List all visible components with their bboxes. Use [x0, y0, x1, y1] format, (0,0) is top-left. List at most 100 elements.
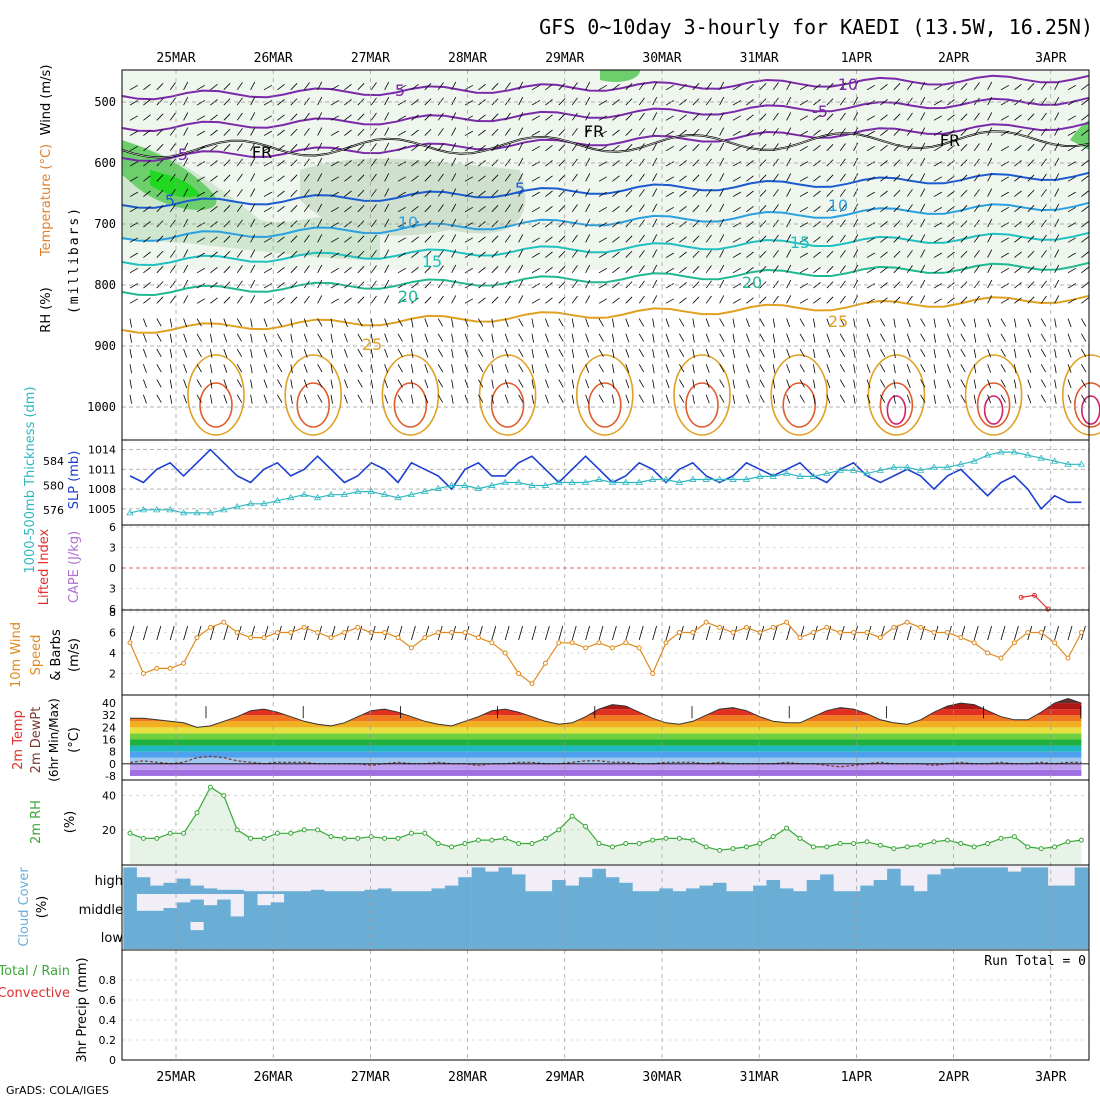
wind-barb [638, 112, 645, 121]
wind-barb [853, 249, 859, 258]
temp-band [130, 757, 1082, 764]
wind-speed-point [676, 630, 682, 635]
li-panel-frame [121, 524, 1090, 611]
wind-barb [705, 348, 710, 358]
wind-barb [317, 264, 323, 273]
wind-barb [973, 128, 980, 136]
wind-barb [129, 130, 138, 136]
wind-barb [277, 333, 283, 342]
cloud-bar-high [619, 882, 633, 894]
x-tick-bottom: 26MAR [254, 1070, 293, 1085]
rh-area [130, 787, 1082, 864]
wind-barb [317, 394, 323, 403]
cloud-bar-low [913, 922, 928, 949]
wind-speed-point [368, 630, 374, 635]
wind-barb [598, 206, 607, 213]
wind-barb [411, 83, 419, 91]
temp-band [130, 745, 1082, 752]
cloud-bar-low [833, 922, 848, 949]
wind-barb [973, 143, 980, 152]
wind-barb [893, 189, 901, 197]
wind-barb [839, 318, 846, 327]
wind-barb [303, 97, 310, 106]
wind-barb [504, 219, 511, 228]
wind-barb [183, 157, 189, 167]
cloud-bar-high [364, 889, 379, 894]
wind-barb [143, 205, 151, 213]
wind-barb [263, 100, 273, 106]
wind-barb [960, 364, 966, 373]
wind-barb [786, 379, 791, 389]
temp-line [130, 697, 1082, 728]
wind-barb [826, 250, 834, 258]
wind-barb [893, 364, 896, 374]
wind-barb [772, 189, 779, 197]
warm-loop-inner [782, 382, 817, 428]
wind-barb [504, 265, 511, 274]
wind-barb [1054, 348, 1057, 358]
wind-barb [397, 348, 403, 358]
wind-barb [330, 237, 339, 243]
wind-barb [411, 236, 419, 243]
wind-barb [558, 159, 566, 167]
wind-barb [1054, 188, 1060, 197]
wind-barb [250, 127, 256, 136]
rh-point [462, 841, 468, 846]
wind-barb [210, 266, 218, 274]
wind-barb [638, 128, 645, 136]
wind-barb [531, 176, 540, 182]
wind-barb [478, 318, 484, 327]
wind-speed-point [154, 665, 160, 671]
wind-barb [571, 364, 575, 374]
wind-tick-label: 4 [109, 647, 116, 660]
wind-barb [799, 222, 808, 228]
wind-units-label: (m/s) [67, 638, 82, 672]
wind-speed-point [918, 624, 924, 630]
wind-barb [1027, 364, 1032, 373]
rh-point [529, 841, 535, 846]
wind-barb [1067, 379, 1072, 389]
wind-barb [1054, 333, 1057, 343]
wind-barb [652, 249, 658, 258]
wind-barb [397, 267, 406, 274]
wind-barb [1000, 84, 1009, 91]
wind-barb [719, 279, 725, 289]
wind-barb [183, 279, 189, 289]
wind-barb [933, 318, 936, 328]
wind-barb [719, 295, 725, 304]
wind-barb [518, 157, 524, 167]
cloud-bar-low [511, 922, 526, 949]
wind-barb [504, 189, 511, 197]
wind-barb [1014, 297, 1022, 304]
wind-barb [906, 394, 911, 404]
wind-barb [290, 250, 298, 258]
wind-barb [437, 250, 444, 258]
wind-barb [772, 112, 779, 121]
rh-point [797, 835, 803, 841]
wind-barb [679, 379, 685, 388]
wind-barb [437, 158, 444, 167]
cloud-bar-high [351, 891, 365, 894]
wind-barb [1000, 394, 1006, 403]
wind-label: Wind (m/s) [39, 65, 54, 136]
wind-barb [451, 249, 457, 258]
wind-barb [813, 114, 821, 121]
wind-barb [478, 236, 486, 243]
wind-speed-point [1038, 630, 1044, 635]
wind-barb [786, 173, 792, 182]
rh-point [958, 841, 964, 846]
wind-barb [491, 83, 499, 91]
cloud-bar-low [498, 922, 513, 949]
wind-barb [478, 297, 486, 304]
wind-barb [973, 250, 980, 258]
wind-barb [933, 333, 936, 343]
cloud-bar-middle [230, 916, 245, 922]
wind-barb [1054, 96, 1060, 106]
wind-barb [183, 295, 189, 304]
wind-barb [411, 297, 419, 304]
rh-point [248, 835, 254, 841]
wind-barb [799, 191, 808, 197]
wind-barb [987, 112, 993, 121]
wind-barb [531, 115, 540, 121]
